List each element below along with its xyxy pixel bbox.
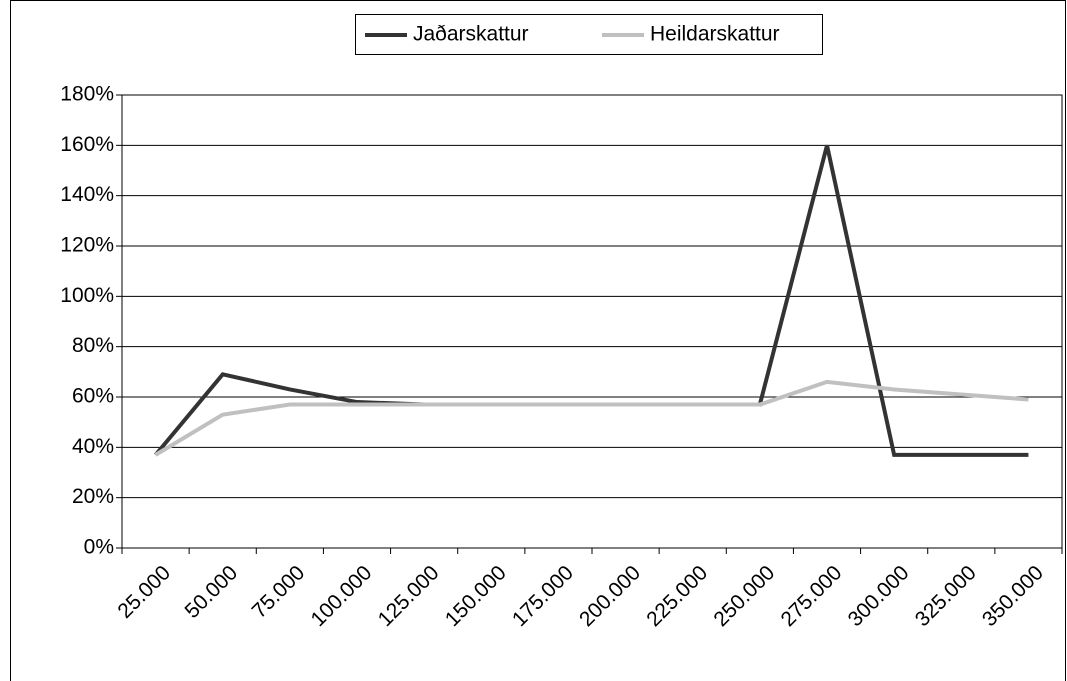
y-tick-label: 180% bbox=[60, 83, 114, 106]
legend bbox=[355, 14, 823, 55]
y-tick-label: 120% bbox=[60, 234, 114, 257]
y-tick-label: 160% bbox=[60, 133, 114, 156]
y-tick-label: 20% bbox=[72, 485, 114, 508]
y-tick-label: 80% bbox=[72, 334, 114, 357]
y-tick-label: 140% bbox=[60, 183, 114, 206]
plot-area bbox=[121, 94, 1063, 549]
y-tick-label: 60% bbox=[72, 385, 114, 408]
legend-label: Jaðarskattur bbox=[413, 23, 529, 46]
y-tick-label: 100% bbox=[60, 284, 114, 307]
legend-label: Heildarskattur bbox=[650, 23, 780, 46]
y-tick-label: 40% bbox=[72, 435, 114, 458]
series-line bbox=[154, 379, 1029, 457]
y-tick-label: 0% bbox=[84, 536, 114, 559]
